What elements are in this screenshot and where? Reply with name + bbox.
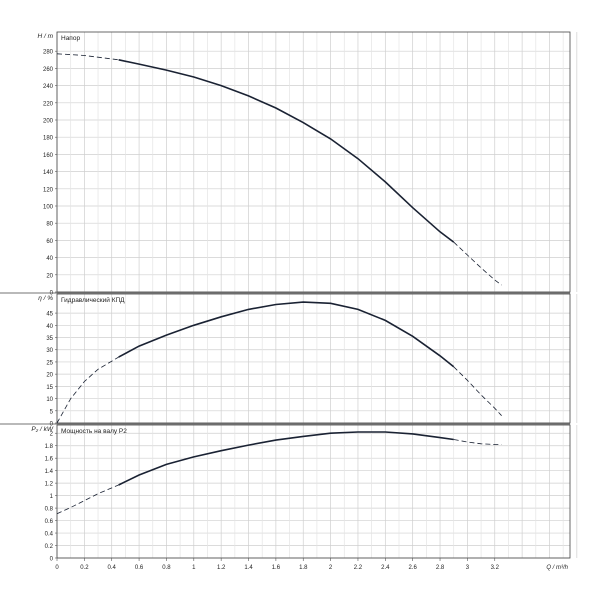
y-tick-label: 60 <box>46 239 53 245</box>
y-tick-label: 0.4 <box>45 532 54 538</box>
y-tick-label: 0 <box>50 291 54 297</box>
y-tick-label: 0 <box>50 422 54 428</box>
curve-dashed-efficiency <box>453 366 502 416</box>
x-tick-label: 2.4 <box>381 565 390 571</box>
y-tick-label: 1.2 <box>45 482 54 488</box>
x-tick-label: 1.8 <box>299 565 308 571</box>
y-axis-label: η / % <box>38 295 53 302</box>
x-tick-label: 2.6 <box>409 565 418 571</box>
curve-dashed-head <box>56 53 119 61</box>
y-tick-label: 160 <box>43 153 54 159</box>
panel-frame <box>56 31 571 293</box>
x-tick-label: 0 <box>55 565 59 571</box>
panel-frame <box>56 293 571 424</box>
curve-solid-efficiency <box>118 301 455 368</box>
curve-dashed-power <box>56 484 119 515</box>
y-tick-label: 1.8 <box>45 444 54 450</box>
y-tick-label: 120 <box>43 187 54 193</box>
y-tick-label: 20 <box>46 373 53 379</box>
y-tick-label: 0.2 <box>45 544 54 550</box>
curve-solid-power <box>118 431 454 486</box>
y-tick-label: 35 <box>46 336 53 342</box>
x-tick-label: 0.4 <box>108 565 117 571</box>
panel-title: Гидравлический КПД <box>61 296 125 304</box>
x-tick-label: 3 <box>466 565 470 571</box>
y-tick-label: 180 <box>43 136 54 142</box>
x-tick-label: 0.2 <box>80 565 89 571</box>
y-tick-label: 280 <box>43 50 54 56</box>
x-tick-label: 1.6 <box>272 565 281 571</box>
y-axis-label: H / m <box>37 33 53 40</box>
y-tick-label: 30 <box>46 348 53 354</box>
x-tick-label: 1.2 <box>217 565 226 571</box>
y-tick-label: 45 <box>46 312 53 318</box>
x-tick-label: 0.6 <box>135 565 144 571</box>
y-tick-label: 40 <box>46 324 53 330</box>
y-tick-label: 2 <box>50 432 54 438</box>
x-axis-label: Q / m³/h <box>546 565 568 571</box>
y-tick-label: 25 <box>46 360 53 366</box>
y-tick-label: 10 <box>46 397 53 403</box>
x-tick-label: 1.4 <box>244 565 253 571</box>
x-tick-label: 2.8 <box>436 565 445 571</box>
panel-title: Напор <box>61 35 80 42</box>
y-tick-label: 140 <box>43 170 54 176</box>
y-tick-label: 5 <box>50 409 54 415</box>
y-tick-label: 240 <box>43 84 54 90</box>
y-tick-label: 1 <box>50 494 54 500</box>
y-tick-label: 80 <box>46 222 53 228</box>
y-tick-label: 260 <box>43 67 54 73</box>
x-tick-label: 3.2 <box>491 565 500 571</box>
x-tick-label: 2 <box>329 565 333 571</box>
x-tick-label: 0.8 <box>162 565 171 571</box>
y-tick-label: 40 <box>46 256 53 262</box>
y-tick-label: 1.4 <box>45 469 54 475</box>
curve-dashed-head <box>453 241 502 286</box>
y-axis-label: P₂ / kW <box>31 426 53 433</box>
y-tick-label: 200 <box>43 119 54 125</box>
y-tick-label: 15 <box>46 385 53 391</box>
y-tick-label: 0 <box>50 557 54 563</box>
panel-title: Мощность на валу P2 <box>61 428 127 435</box>
x-tick-label: 1 <box>192 565 196 571</box>
y-tick-label: 1.6 <box>45 457 54 463</box>
y-tick-label: 0.6 <box>45 519 54 525</box>
x-tick-label: 2.2 <box>354 565 363 571</box>
curve-solid-head <box>118 59 455 243</box>
curve-dashed-power <box>453 439 502 445</box>
y-tick-label: 0.8 <box>45 507 54 513</box>
y-tick-label: 100 <box>43 205 54 211</box>
curve-dashed-efficiency <box>56 356 119 424</box>
y-tick-label: 220 <box>43 101 54 107</box>
panel-frame <box>56 424 571 559</box>
y-tick-label: 20 <box>46 273 53 279</box>
